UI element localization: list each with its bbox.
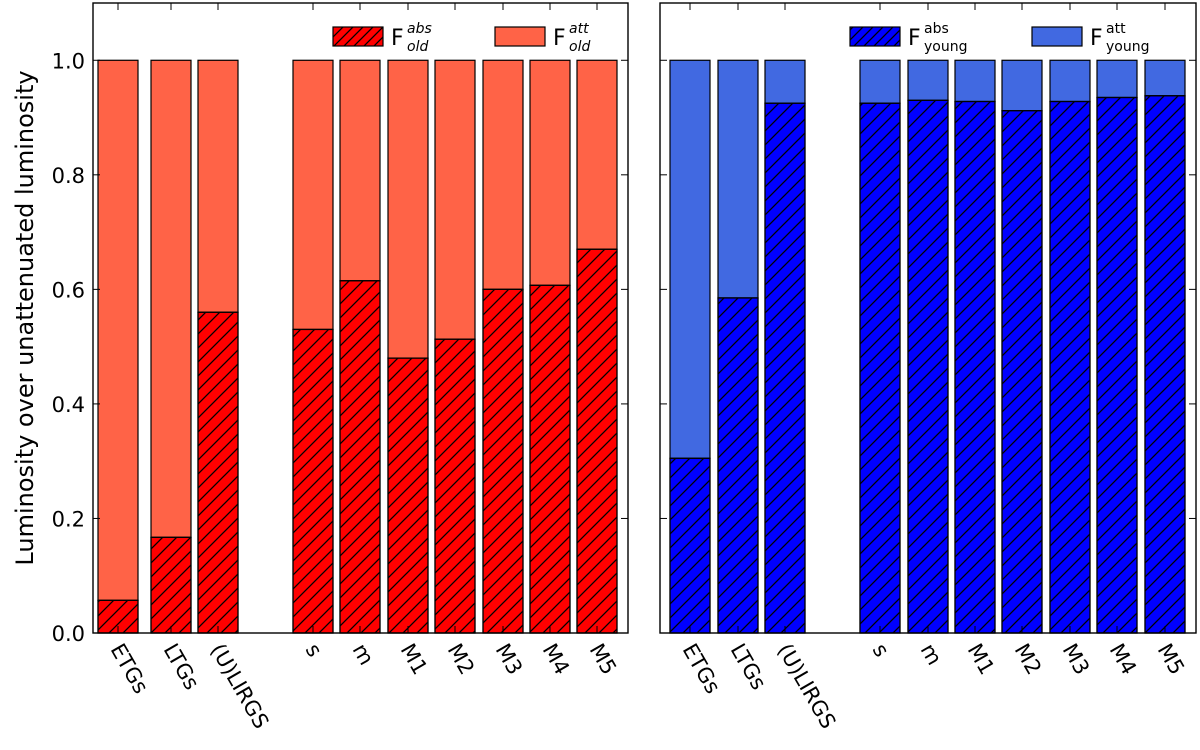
- bar-F_old^att-M5: [576, 59, 618, 250]
- x-tick-label: M2: [443, 640, 480, 679]
- legend-label-F_young^att: F: [1090, 26, 1103, 51]
- bar-F_old^att-m: [339, 59, 381, 282]
- bar-hatch-M2: [435, 339, 475, 633]
- x-tick-label: LTGs: [726, 640, 771, 694]
- bar-F_old^att-LTGs: [150, 59, 192, 538]
- y-tick-label: 0.0: [52, 622, 85, 646]
- bar-hatch-M3: [1050, 101, 1090, 633]
- bar-hatch-M1: [388, 358, 428, 633]
- x-tick-label: M3: [491, 640, 528, 679]
- y-tick-label: 0.8: [52, 164, 85, 188]
- bar-hatch-M3: [483, 289, 523, 633]
- bar-hatch-m: [340, 280, 380, 633]
- x-tick-label: M4: [1105, 640, 1142, 679]
- bar-F_young^att-M5: [1144, 59, 1186, 97]
- legend-label-sup: abs: [407, 21, 432, 37]
- bar-hatch-s: [293, 329, 333, 633]
- legend-label-sup: abs: [924, 21, 949, 37]
- x-tick-label: s: [301, 640, 327, 661]
- legend-label-sub: old: [407, 39, 428, 55]
- bar-F_old^att-M4: [529, 59, 571, 286]
- bar-F_old^att-M1: [387, 59, 429, 359]
- bar-hatch-M4: [530, 285, 570, 633]
- x-tick-label: (U)LIRGS: [773, 640, 841, 733]
- legend-label-sup: att: [569, 21, 589, 37]
- bar-F_young^att-M1: [954, 59, 996, 103]
- legend-label-sub: young: [1106, 39, 1149, 55]
- bar-F_young^att-LTGs: [717, 59, 759, 299]
- x-tick-label: M4: [538, 640, 575, 679]
- bar-hatch-(U)LIRGS: [765, 103, 805, 633]
- bar-F_young^att-M4: [1096, 59, 1138, 99]
- x-tick-label: M3: [1058, 640, 1095, 679]
- x-tick-label: M5: [585, 640, 622, 679]
- bar-F_old^att-(U)LIRGS: [197, 59, 239, 313]
- bar-F_young^att-s: [859, 59, 901, 104]
- legend-label-sub: young: [924, 39, 967, 55]
- bar-hatch-LTGs: [151, 537, 191, 633]
- bar-hatch-m: [908, 100, 948, 633]
- x-tick-label: s: [868, 640, 894, 661]
- x-tick-label: (U)LIRGS: [206, 640, 274, 733]
- bar-F_young^att-ETGs: [669, 59, 711, 459]
- bar-hatch-s: [860, 103, 900, 633]
- bar-hatch-(U)LIRGS: [198, 312, 238, 633]
- bar-hatch-ETGs: [670, 458, 710, 633]
- legend-label-sup: att: [1106, 21, 1126, 37]
- legend-label-sub: old: [569, 39, 590, 55]
- bar-F_old^att-M3: [482, 59, 524, 290]
- legend-label-F_old^att: F: [553, 26, 566, 51]
- bar-hatch-M2: [1002, 110, 1042, 633]
- bar-F_old^att-ETGs: [97, 59, 139, 601]
- legend-label-F_young^abs: F: [908, 26, 921, 51]
- bar-F_young^att-(U)LIRGS: [764, 59, 806, 104]
- bar-hatch-LTGs: [718, 297, 758, 633]
- x-tick-label: ETGs: [678, 640, 725, 698]
- legend-swatch-F_old^att: [494, 26, 546, 47]
- chart-panel-1: ETGs LTGs (U)LIRGS s m M1 M2 M3 M4 M5 0.0 0.2 0.4 0.6…: [11, 2, 629, 733]
- bar-hatch-M5: [577, 249, 617, 634]
- legend-swatch-F_young^att: [1031, 26, 1083, 47]
- y-tick-label: 1.0: [52, 49, 85, 73]
- bar-F_young^att-M3: [1049, 59, 1091, 103]
- y-axis-label: Luminosity over unattenuated luminosity: [11, 70, 39, 565]
- x-tick-label: M2: [1010, 640, 1047, 679]
- bar-hatch-M1: [955, 101, 995, 633]
- x-tick-label: M1: [396, 640, 433, 679]
- x-tick-label: LTGs: [159, 640, 204, 694]
- legend-hatch: [333, 27, 383, 46]
- bar-F_young^att-M2: [1001, 59, 1043, 112]
- axes-frame: [659, 2, 1197, 634]
- bar-hatch-M5: [1145, 95, 1185, 634]
- legend-hatch: [850, 27, 900, 46]
- bar-F_old^att-s: [292, 59, 334, 331]
- legend-label-F_old^abs: F: [391, 26, 404, 51]
- bar-F_old^att-M2: [434, 59, 476, 340]
- x-tick-label: ETGs: [106, 640, 153, 698]
- axes-frame: [92, 2, 629, 634]
- y-tick-label: 0.2: [52, 507, 85, 531]
- x-tick-label: m: [916, 640, 947, 670]
- y-tick-label: 0.6: [52, 278, 85, 302]
- x-tick-label: M5: [1153, 640, 1190, 679]
- x-tick-label: M1: [963, 640, 1000, 679]
- x-tick-label: m: [348, 640, 379, 670]
- bar-F_young^att-m: [907, 59, 949, 101]
- bar-hatch-M4: [1097, 97, 1137, 633]
- y-tick-label: 0.4: [52, 393, 85, 417]
